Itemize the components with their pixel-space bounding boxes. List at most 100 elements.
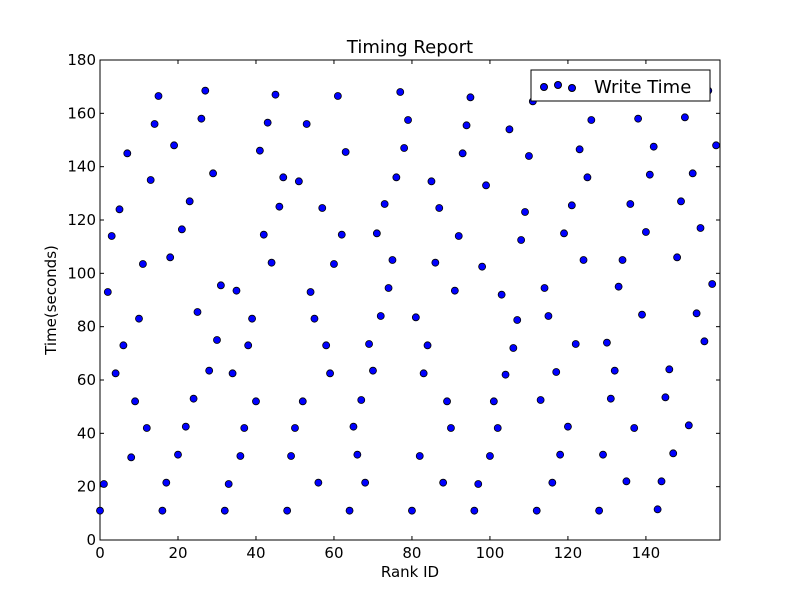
data-point (119, 341, 128, 350)
data-point (626, 200, 635, 208)
x-axis: 0 20 40 60 80 100 120 140 (95, 60, 660, 562)
data-point (181, 422, 190, 431)
data-point (123, 149, 132, 158)
data-point (571, 340, 580, 348)
data-point (661, 393, 670, 402)
data-point (634, 114, 643, 123)
data-point (259, 230, 268, 239)
data-point (708, 280, 717, 288)
data-point (610, 366, 619, 375)
data-point (493, 424, 502, 432)
x-axis-label: Rank ID (381, 563, 439, 581)
data-point (552, 368, 561, 376)
data-point (645, 170, 654, 179)
data-point (162, 478, 171, 487)
data-point (513, 316, 522, 324)
data-point (595, 506, 604, 515)
data-point (150, 120, 159, 128)
data-point (458, 149, 467, 158)
data-point (380, 200, 389, 208)
data-point (439, 478, 448, 487)
data-point (185, 197, 194, 206)
x-tick-label: 20 (168, 544, 187, 562)
chart-title: Timing Report (346, 37, 473, 58)
data-point (189, 394, 198, 403)
data-point (560, 229, 568, 238)
legend-label: Write Time (594, 77, 691, 98)
data-point (193, 308, 202, 316)
x-tick-label: 60 (324, 544, 343, 562)
data-point (606, 394, 615, 403)
data-point (673, 253, 682, 262)
data-point (115, 205, 124, 214)
data-point (287, 452, 295, 460)
data-point (314, 478, 323, 487)
data-point (384, 284, 393, 292)
data-point (376, 312, 385, 320)
x-tick-label: 140 (632, 544, 661, 562)
data-point (443, 397, 451, 406)
data-point (466, 93, 475, 102)
data-point (521, 208, 529, 216)
data-point (146, 176, 155, 184)
data-point (127, 453, 136, 462)
data-point (330, 260, 338, 268)
data-point (681, 113, 689, 122)
data-point (224, 480, 233, 488)
data-point (692, 309, 701, 318)
data-point (209, 169, 217, 178)
legend-marker (568, 84, 576, 92)
data-point (450, 286, 459, 295)
data-point (322, 341, 331, 350)
data-point (497, 290, 506, 299)
data-point (669, 449, 678, 458)
data-point (337, 230, 346, 239)
y-tick-label: 120 (67, 211, 96, 229)
x-tick-label: 80 (402, 544, 421, 562)
data-point (177, 225, 186, 234)
data-point (599, 450, 607, 459)
data-point (462, 121, 471, 130)
plot-area (99, 59, 721, 541)
data-point (435, 204, 444, 212)
data-point (544, 312, 553, 320)
data-point (653, 505, 662, 514)
data-point (154, 92, 163, 100)
data-point (294, 177, 303, 186)
data-point (509, 344, 518, 352)
data-point (638, 310, 646, 319)
data-point (583, 173, 592, 182)
data-point (388, 256, 397, 264)
data-point (665, 365, 674, 374)
data-point (579, 256, 588, 264)
data-point (244, 341, 253, 350)
data-point (341, 148, 350, 156)
data-point (302, 120, 311, 128)
data-point (213, 336, 221, 344)
y-tick-label: 60 (77, 371, 96, 389)
y-tick-label: 100 (67, 264, 96, 282)
data-point (684, 421, 693, 430)
data-point (255, 146, 264, 155)
data-point (525, 152, 533, 160)
data-point (548, 478, 557, 487)
data-point (411, 313, 420, 322)
data-point (657, 477, 666, 486)
data-point (517, 236, 526, 244)
y-tick-label: 80 (77, 318, 96, 336)
data-point (197, 114, 206, 123)
y-axis-label: Time(seconds) (42, 245, 60, 356)
data-point (166, 253, 175, 262)
y-tick-label: 0 (86, 531, 96, 549)
data-point (216, 281, 225, 290)
y-tick-label: 40 (77, 424, 96, 442)
data-points (96, 86, 721, 515)
data-point (540, 284, 549, 292)
data-point (415, 452, 424, 460)
x-tick-label: 0 (95, 544, 105, 562)
data-point (564, 422, 572, 431)
y-tick-label: 20 (77, 478, 96, 496)
data-point (618, 256, 627, 264)
data-point (614, 282, 623, 291)
data-point (649, 142, 658, 151)
